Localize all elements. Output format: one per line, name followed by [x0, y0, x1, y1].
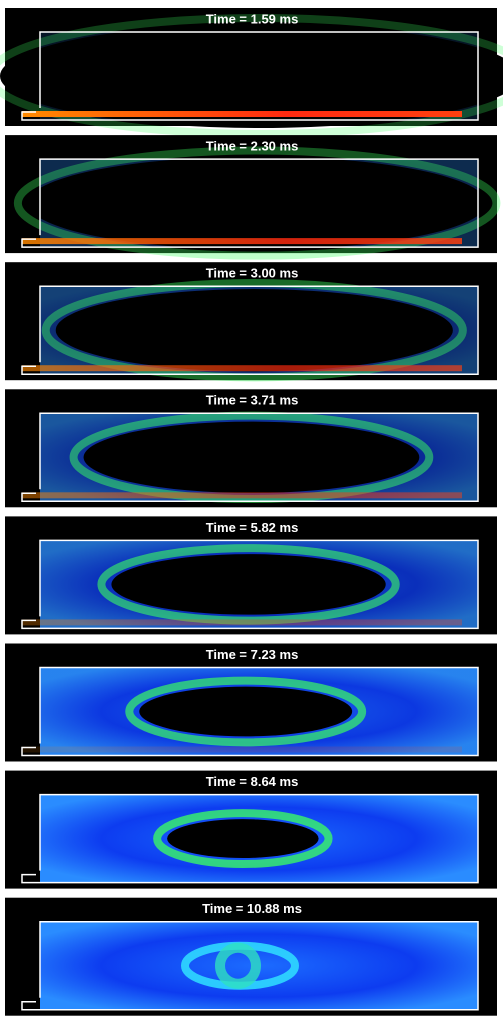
jet-streak	[22, 365, 462, 372]
mixing-layer	[153, 809, 333, 869]
chamber-outline	[21, 666, 479, 757]
panel-title: Time = 5.82 ms	[206, 520, 299, 535]
mixing-layer	[125, 676, 367, 747]
chamber-outline	[21, 31, 479, 121]
vortex	[215, 942, 261, 989]
unmixed-core	[139, 686, 353, 737]
jet-streak	[22, 238, 462, 245]
chamber-outline	[21, 793, 479, 884]
panel-title: Time = 8.64 ms	[206, 774, 299, 789]
panel: Time = 3.00 ms	[5, 262, 497, 382]
panel-title: Time = 2.30 ms	[206, 139, 299, 154]
chamber-outline	[21, 539, 479, 630]
panel: Time = 3.71 ms	[5, 389, 497, 508]
panel-title: Time = 10.88 ms	[202, 901, 302, 916]
mixing-layer	[69, 411, 434, 504]
unmixed-core	[55, 289, 453, 372]
unmixed-core	[0, 24, 503, 128]
mixing-layer	[0, 14, 503, 138]
unmixed-core	[167, 819, 319, 859]
jet-streak	[22, 111, 462, 117]
panel: Time = 5.82 ms	[5, 516, 497, 635]
chamber-outline	[21, 158, 479, 248]
panel-title: Time = 7.23 ms	[206, 647, 299, 662]
jet-streak	[22, 492, 462, 499]
panel-title: Time = 3.00 ms	[206, 266, 299, 281]
mixing-layer	[13, 146, 501, 260]
mixing-layer	[41, 279, 467, 382]
panel: Time = 7.23 ms	[5, 643, 497, 762]
panel-title: Time = 3.71 ms	[206, 393, 299, 408]
chamber-outline	[21, 920, 479, 1011]
jet-streak	[22, 619, 462, 626]
chamber-outline	[21, 285, 479, 375]
chamber-outline	[21, 412, 479, 503]
unmixed-core	[27, 156, 487, 250]
panel: Time = 10.88 ms	[5, 897, 497, 1016]
panel-title: Time = 1.59 ms	[206, 11, 299, 26]
jet-streak	[22, 746, 462, 753]
unmixed-core	[111, 554, 386, 615]
panel: Time = 1.59 ms	[0, 8, 503, 138]
unmixed-core	[83, 421, 420, 494]
panel: Time = 8.64 ms	[5, 770, 497, 889]
panel: Time = 2.30 ms	[5, 135, 501, 260]
